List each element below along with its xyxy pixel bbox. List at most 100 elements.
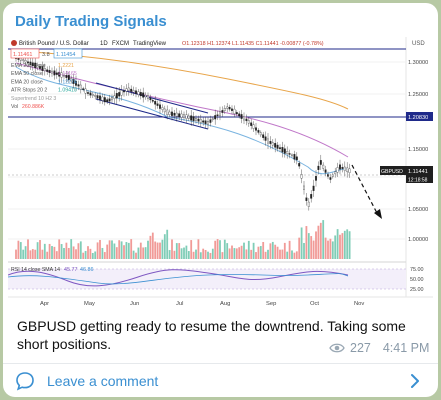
candle [55, 72, 58, 75]
volume-bar [163, 234, 166, 259]
volume-bar [283, 242, 286, 259]
candle [226, 106, 229, 109]
candle [171, 111, 173, 116]
candle [315, 176, 317, 181]
candle [195, 118, 197, 121]
month-label: Nov [354, 301, 364, 307]
volume-bar [322, 220, 325, 259]
volume-bar [173, 250, 176, 259]
volume-bar [343, 230, 346, 259]
candle [223, 108, 226, 111]
volume-bar [65, 242, 68, 259]
candle [123, 90, 125, 93]
volume-bar [331, 241, 334, 259]
candle [94, 95, 97, 97]
volume-bar [250, 249, 253, 259]
indicator-value: 1.09410 [58, 88, 77, 94]
candle [259, 132, 262, 136]
candle [235, 112, 238, 115]
month-label: Sep [266, 301, 276, 307]
candle [240, 114, 243, 119]
volume-bar [255, 252, 257, 259]
candle [82, 88, 85, 90]
volume-bar [223, 239, 226, 259]
post-text: GBPUSD getting ready to resume the downt… [17, 318, 406, 352]
volume-bar [192, 251, 195, 259]
volume-bar [79, 241, 82, 259]
volume-bar [154, 241, 157, 259]
ask-price: 1.11454 [56, 52, 75, 58]
volume-bar [269, 243, 272, 259]
volume-bar [17, 240, 20, 259]
chart-image[interactable]: British Pound / U.S. Dollar 1D FXCM Trad… [8, 37, 433, 309]
candle [269, 141, 272, 144]
indicator-label: EMA 50 close [11, 71, 43, 77]
candle [147, 95, 149, 99]
candle [46, 69, 49, 72]
candle [173, 112, 176, 116]
volume-bar [106, 244, 109, 259]
candle [233, 108, 236, 115]
volume-bar [99, 239, 101, 259]
price-tick: 1.20830 [408, 115, 428, 121]
volume-bar [27, 239, 29, 259]
volume-bar [96, 242, 99, 259]
price-tag-countdown: 12:18:58 [408, 178, 428, 184]
divider [3, 363, 438, 364]
candle [298, 163, 301, 167]
volume-bar [348, 231, 351, 259]
price-level-tag [406, 112, 433, 121]
volume-bar [300, 227, 303, 259]
volume-bar [202, 248, 205, 259]
volume-bar [24, 246, 27, 259]
volume-bar [199, 252, 202, 259]
volume-bar [130, 239, 133, 259]
volume-bar [147, 240, 149, 259]
volume-bar [221, 252, 224, 259]
volume-bar [84, 250, 87, 259]
candle [156, 103, 159, 106]
candle [84, 88, 87, 94]
price-tick: 1.25000 [408, 92, 428, 98]
volume-bar [231, 245, 233, 259]
price-tick: 1.15000 [408, 147, 428, 153]
candle [41, 66, 44, 71]
candle [267, 138, 269, 144]
candle [53, 70, 56, 76]
indicator-label: EMA 20 close [11, 79, 43, 85]
volume-bar [291, 250, 293, 259]
candle [293, 154, 296, 160]
channel-name[interactable]: Daily Trading Signals [15, 13, 167, 30]
candle [48, 70, 51, 73]
candle [276, 144, 279, 149]
candle [339, 164, 341, 170]
volume-bar [120, 241, 123, 259]
leave-comment-button[interactable]: Leave a comment [15, 367, 430, 395]
volume-bar [171, 239, 173, 259]
candle [36, 65, 39, 68]
volume-bar [245, 249, 248, 259]
candle [288, 153, 291, 155]
candle [221, 110, 224, 113]
volume-bar [195, 249, 197, 259]
volume-bar [180, 248, 183, 259]
exchange-label: FXCM [112, 41, 129, 47]
volume-bar [207, 251, 209, 259]
candle [111, 97, 113, 101]
volume-bar [137, 247, 140, 259]
volume-bar [307, 233, 310, 259]
candle [132, 90, 135, 93]
volume-bar [211, 248, 214, 259]
indicator-label: Vol [11, 104, 18, 110]
candle [75, 81, 77, 86]
comment-label: Leave a comment [47, 373, 159, 389]
message-card: Daily Trading Signals [3, 3, 438, 397]
volume-bar [31, 249, 34, 259]
chevron-right-icon [410, 373, 420, 394]
candle [178, 113, 181, 118]
volume-bar [144, 247, 147, 259]
volume-bar [113, 243, 116, 259]
volume-bar [319, 222, 322, 259]
candle [103, 97, 106, 103]
candle [334, 171, 337, 175]
